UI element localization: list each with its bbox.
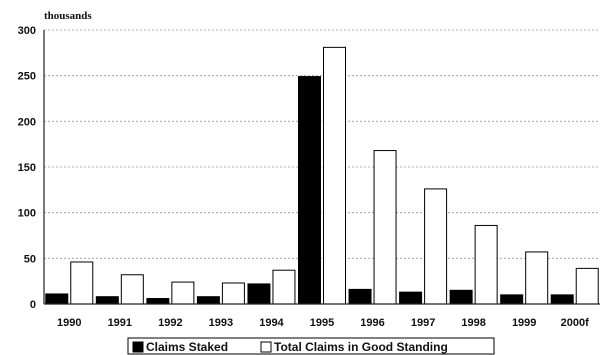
legend: Claims Staked Total Claims in Good Stand… xyxy=(127,337,495,355)
x-tick-label: 1991 xyxy=(108,317,132,329)
x-tick-label: 1992 xyxy=(158,317,182,329)
bar-claims-staked xyxy=(298,76,321,305)
x-tick-label: 1993 xyxy=(209,317,233,329)
x-tick-label: 1999 xyxy=(512,317,536,329)
bars xyxy=(45,46,599,305)
bar-claims-staked xyxy=(45,293,69,305)
x-tick-label: 1994 xyxy=(259,317,284,329)
bar-total-claims xyxy=(70,261,94,305)
axes xyxy=(43,30,600,305)
bar-claims-staked xyxy=(399,291,423,305)
legend-box xyxy=(127,337,495,355)
x-tick-label: 1995 xyxy=(310,317,334,329)
bar-total-claims xyxy=(525,251,549,305)
x-tick-label: 1997 xyxy=(411,317,435,329)
x-tick-label: 1990 xyxy=(57,317,81,329)
bar-total-claims xyxy=(575,267,599,305)
x-tick-label: 1996 xyxy=(360,317,384,329)
legend-label-total-claims: Total Claims in Good Standing xyxy=(274,340,448,354)
x-tick-label: 2000f xyxy=(561,317,589,329)
y-tick-label: 100 xyxy=(18,208,36,220)
bar-total-claims xyxy=(474,224,498,305)
y-tick-label: 150 xyxy=(18,162,36,174)
y-axis-ticks: 0 50 100 150 200 250 300 xyxy=(18,25,36,311)
bar-total-claims xyxy=(424,188,448,305)
bar-total-claims xyxy=(323,46,346,305)
bar-total-claims xyxy=(221,282,245,305)
bar-claims-staked xyxy=(348,288,372,305)
y-tick-label: 300 xyxy=(18,25,36,37)
x-tick-label: 1998 xyxy=(461,317,485,329)
gridlines xyxy=(44,29,600,259)
bar-claims-staked xyxy=(500,294,524,305)
y-tick-label: 250 xyxy=(18,71,36,83)
bar-claims-staked xyxy=(196,296,220,305)
legend-swatch-total-claims xyxy=(260,341,272,353)
bar-claims-staked xyxy=(247,283,271,305)
bar-total-claims xyxy=(171,281,195,305)
bar-claims-staked xyxy=(550,294,574,305)
legend-label-claims-staked: Claims Staked xyxy=(146,340,228,354)
bar-claims-staked xyxy=(95,296,119,305)
bar-total-claims xyxy=(272,269,296,305)
y-tick-label: 200 xyxy=(18,116,36,128)
bar-claims-staked xyxy=(146,298,170,305)
bar-total-claims xyxy=(373,150,397,305)
legend-swatch-claims-staked xyxy=(132,341,144,353)
bar-claims-staked xyxy=(449,289,473,305)
unit-label: thousands xyxy=(44,10,92,22)
bar-total-claims xyxy=(120,274,144,305)
x-axis-ticks: 1990 1991 1992 1993 1994 1995 1996 1997 1998 1999… xyxy=(57,317,589,329)
y-tick-label: 50 xyxy=(24,253,36,265)
y-tick-label: 0 xyxy=(30,299,36,311)
